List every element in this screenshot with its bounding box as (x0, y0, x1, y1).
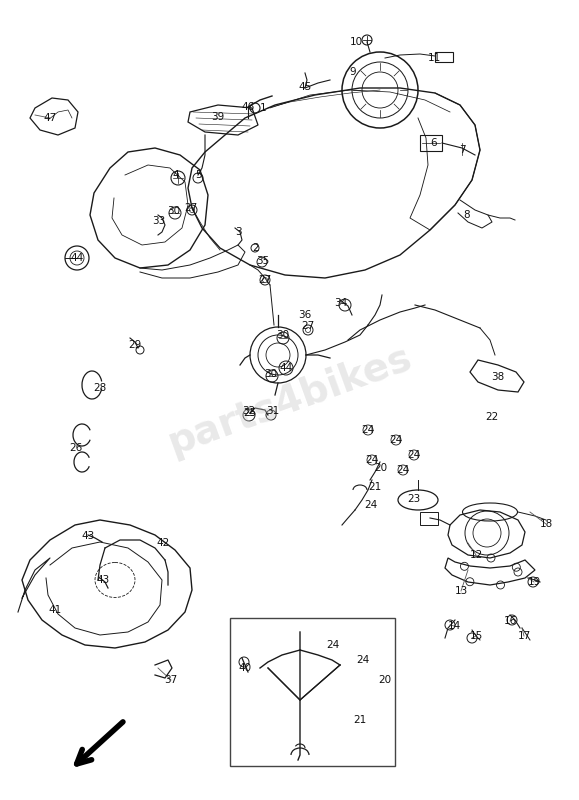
Text: 9: 9 (350, 67, 356, 77)
Text: 20: 20 (375, 463, 387, 473)
Text: 27: 27 (302, 321, 314, 331)
Bar (230, 618, 395, 766)
Text: 45: 45 (298, 82, 312, 92)
Text: 24: 24 (361, 425, 375, 435)
Text: 22: 22 (485, 412, 499, 422)
Text: 24: 24 (357, 655, 369, 665)
Text: 12: 12 (470, 550, 483, 560)
Text: 20: 20 (379, 675, 391, 685)
Circle shape (362, 35, 372, 45)
Text: 24: 24 (389, 435, 402, 445)
Bar (420, 512, 438, 525)
Text: 36: 36 (298, 310, 312, 320)
Text: 27: 27 (184, 203, 197, 213)
Text: 39: 39 (211, 112, 225, 122)
Bar (435, 52, 453, 62)
Text: parts4bikes: parts4bikes (163, 338, 417, 462)
Text: 40: 40 (239, 663, 251, 673)
Text: 33: 33 (152, 216, 166, 226)
Text: 24: 24 (408, 450, 420, 460)
Text: 44: 44 (71, 253, 83, 263)
Bar (420, 135, 442, 151)
Text: 15: 15 (470, 631, 483, 641)
Text: 16: 16 (503, 616, 516, 626)
Text: 5: 5 (195, 170, 201, 180)
Text: 46: 46 (241, 102, 255, 112)
Text: 1: 1 (260, 103, 266, 113)
Text: 23: 23 (408, 494, 420, 504)
Text: 8: 8 (464, 210, 470, 220)
Text: 18: 18 (540, 519, 552, 529)
Text: 44: 44 (280, 363, 292, 373)
Text: 10: 10 (350, 37, 362, 47)
Text: 38: 38 (492, 372, 505, 382)
Text: 27: 27 (258, 275, 272, 285)
Text: 47: 47 (43, 113, 57, 123)
Text: 35: 35 (256, 256, 270, 266)
Text: 34: 34 (335, 298, 347, 308)
Text: 17: 17 (518, 631, 530, 641)
Text: 13: 13 (455, 586, 468, 596)
Text: 30: 30 (276, 330, 290, 340)
Text: 19: 19 (527, 577, 541, 587)
Text: 2: 2 (252, 243, 259, 253)
Text: 30: 30 (265, 369, 277, 379)
Text: 32: 32 (243, 406, 255, 416)
Text: 7: 7 (459, 145, 466, 155)
Text: 24: 24 (327, 640, 340, 650)
Text: 42: 42 (156, 538, 170, 548)
Text: 28: 28 (93, 383, 107, 393)
Text: 41: 41 (49, 605, 61, 615)
Text: 26: 26 (69, 443, 83, 453)
Text: 21: 21 (353, 715, 367, 725)
Text: 24: 24 (397, 465, 409, 475)
Text: 6: 6 (431, 138, 437, 148)
Text: 31: 31 (266, 406, 280, 416)
Text: 30: 30 (167, 206, 181, 216)
Text: 24: 24 (364, 500, 378, 510)
Text: 43: 43 (82, 531, 94, 541)
Text: 11: 11 (427, 53, 441, 63)
Text: 24: 24 (365, 455, 379, 465)
Text: 4: 4 (173, 170, 179, 180)
Text: 43: 43 (96, 575, 109, 585)
Text: 37: 37 (164, 675, 178, 685)
Text: 29: 29 (129, 340, 142, 350)
Text: 14: 14 (448, 621, 461, 631)
Text: 21: 21 (368, 482, 382, 492)
Text: 25: 25 (243, 408, 256, 418)
Text: 3: 3 (234, 227, 241, 237)
